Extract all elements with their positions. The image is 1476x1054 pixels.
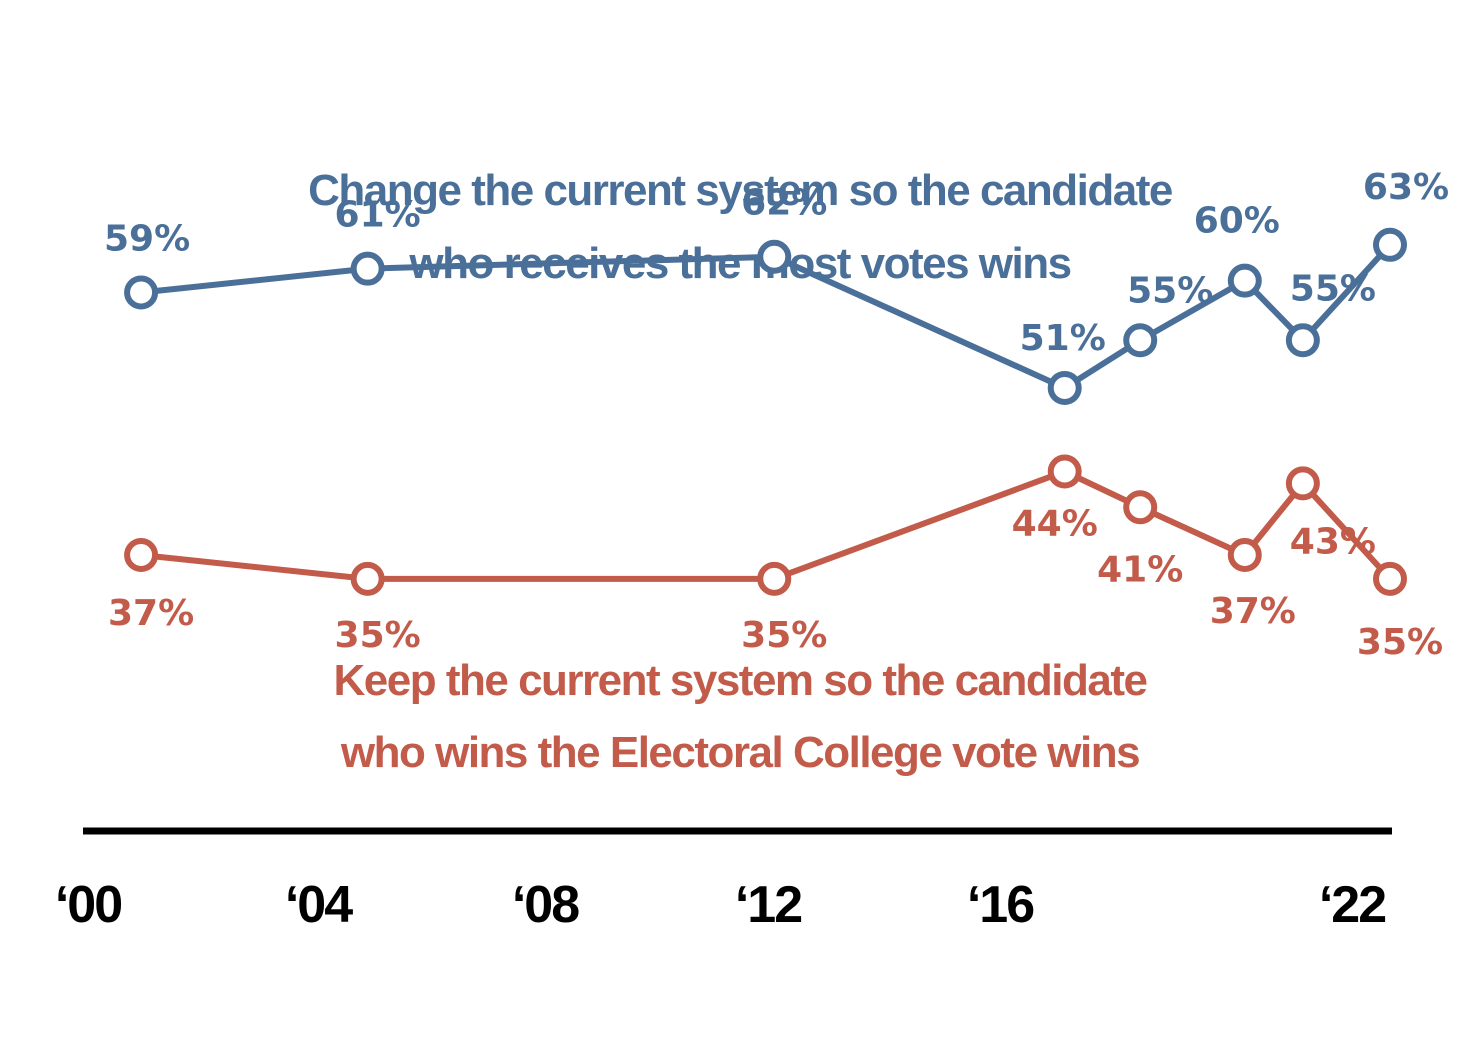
x-tick-label-1: ‘04 [285, 876, 353, 934]
data-label-change-3: 51% [1020, 318, 1106, 359]
data-point-change-5 [1227, 263, 1262, 298]
data-label-keep-2: 35% [741, 615, 827, 656]
data-label-change-0: 59% [104, 219, 190, 260]
data-point-change-6 [1285, 323, 1320, 358]
data-point-keep-6 [1285, 466, 1320, 501]
data-point-keep-2 [757, 561, 792, 596]
data-label-keep-3: 44% [1012, 503, 1098, 544]
data-label-keep-5: 37% [1210, 591, 1296, 632]
data-label-keep-4: 41% [1097, 549, 1183, 590]
data-point-keep-5 [1227, 537, 1262, 572]
data-point-change-2 [757, 239, 792, 274]
x-tick-label-5: ‘22 [1319, 876, 1385, 934]
data-label-change-7: 63% [1363, 167, 1449, 208]
data-label-change-1: 61% [335, 195, 421, 236]
data-point-change-0 [124, 275, 159, 310]
data-point-keep-3 [1047, 454, 1082, 489]
data-point-change-3 [1047, 370, 1082, 405]
data-point-change-1 [350, 251, 385, 286]
series-line-keep [138, 468, 1393, 582]
data-point-change-4 [1123, 323, 1158, 358]
data-label-keep-0: 37% [108, 593, 194, 634]
x-axis: ‘00 ‘04 ‘08 ‘12 ‘16 ‘22 [55, 827, 1392, 934]
x-tick-label-4: ‘16 [967, 876, 1034, 934]
data-label-change-2: 62% [741, 183, 827, 224]
x-tick-label-2: ‘08 [512, 876, 579, 934]
data-point-change-7 [1373, 227, 1407, 262]
data-label-change-6: 55% [1290, 268, 1376, 309]
series-name-keep-line-2: who wins the Electoral College vote wins [340, 728, 1139, 777]
series-labels: Change the current system so the candida… [308, 166, 1173, 777]
data-label-keep-7: 35% [1357, 622, 1443, 663]
data-point-keep-1 [350, 561, 385, 596]
x-tick-label-0: ‘00 [55, 876, 121, 934]
data-label-change-5: 60% [1194, 201, 1280, 242]
data-label-keep-6: 43% [1290, 521, 1376, 562]
series-name-change-line-1: Change the current system so the candida… [308, 166, 1172, 215]
series-name-keep-line-1: Keep the current system so the candidate [334, 656, 1147, 705]
data-label-keep-1: 35% [335, 615, 421, 656]
data-point-keep-7 [1373, 561, 1407, 596]
data-points [124, 227, 1407, 596]
data-labels: 59%61% 62%51%55%60%55%63%37%35% 35%44%41%3… [104, 167, 1449, 663]
data-point-keep-0 [124, 537, 159, 572]
data-label-change-4: 55% [1127, 270, 1213, 311]
x-tick-label-3: ‘12 [735, 876, 801, 934]
data-point-keep-4 [1123, 490, 1158, 525]
